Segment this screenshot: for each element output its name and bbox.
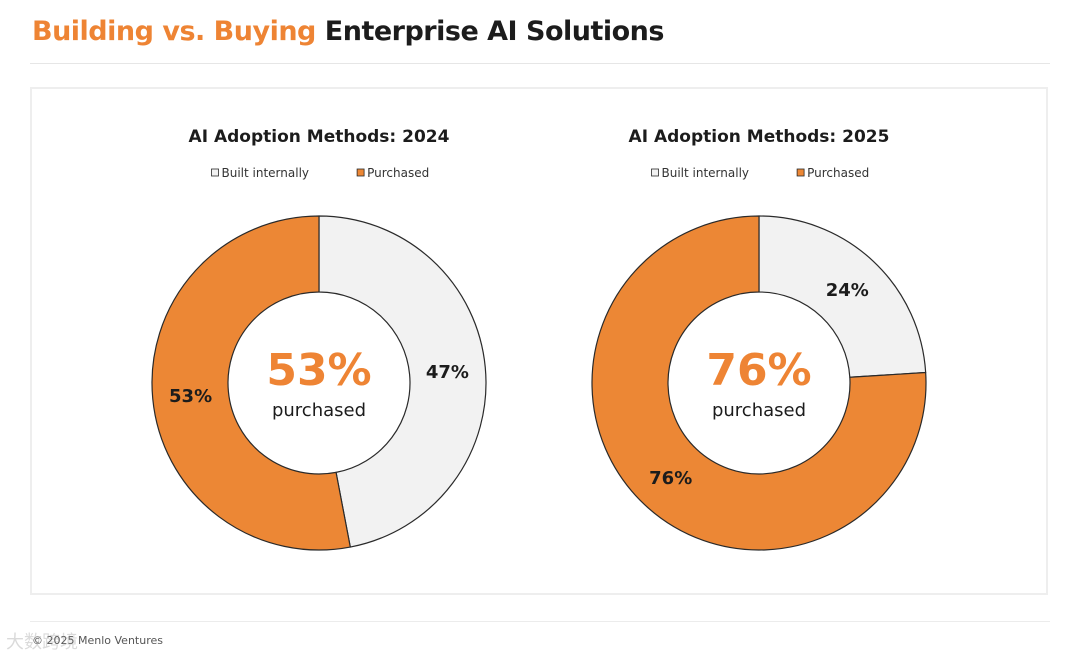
slice-purchased — [151, 215, 351, 551]
legend-label-built-internally: Built internally — [222, 166, 310, 180]
slice-built-internally — [318, 215, 487, 548]
slice-built-internally — [758, 215, 927, 378]
page-title-rest: Enterprise AI Solutions — [324, 16, 665, 47]
watermark: 大数跨境 — [6, 632, 78, 653]
footer-copyright: © 2025 Menlo Ventures — [32, 634, 163, 647]
header-divider — [30, 63, 1050, 64]
donut-chart-2025: AI Adoption Methods: 2025 Built internall… — [591, 127, 927, 551]
legend-label-purchased: Purchased — [367, 166, 429, 180]
center-label: purchased — [272, 400, 366, 421]
legend-swatch-purchased — [796, 168, 805, 177]
slice-value-label-purchased: 53% — [169, 386, 212, 407]
center-label: purchased — [712, 400, 806, 421]
chart-title: AI Adoption Methods: 2024 — [189, 127, 450, 147]
legend-swatch-built-internally — [651, 168, 659, 177]
slice-value-label-built-internally: 24% — [826, 280, 869, 301]
charts-card — [30, 87, 1048, 595]
footer-divider — [30, 621, 1050, 622]
legend-label-purchased: Purchased — [807, 166, 869, 180]
page-title: Building vs. Buying Enterprise AI Soluti… — [32, 16, 664, 47]
page-title-accent: Building vs. Buying — [32, 16, 316, 47]
legend-swatch-built-internally — [211, 168, 219, 177]
slice-purchased — [591, 215, 927, 551]
center-value: 53% — [266, 345, 371, 396]
slice-value-label-purchased: 76% — [649, 468, 692, 489]
center-value: 76% — [706, 345, 811, 396]
legend-swatch-purchased — [356, 168, 365, 177]
legend-label-built-internally: Built internally — [662, 166, 750, 180]
chart-title: AI Adoption Methods: 2025 — [629, 127, 890, 147]
slice-value-label-built-internally: 47% — [426, 362, 469, 383]
donut-chart-2024: AI Adoption Methods: 2024 Built internall… — [151, 127, 487, 551]
